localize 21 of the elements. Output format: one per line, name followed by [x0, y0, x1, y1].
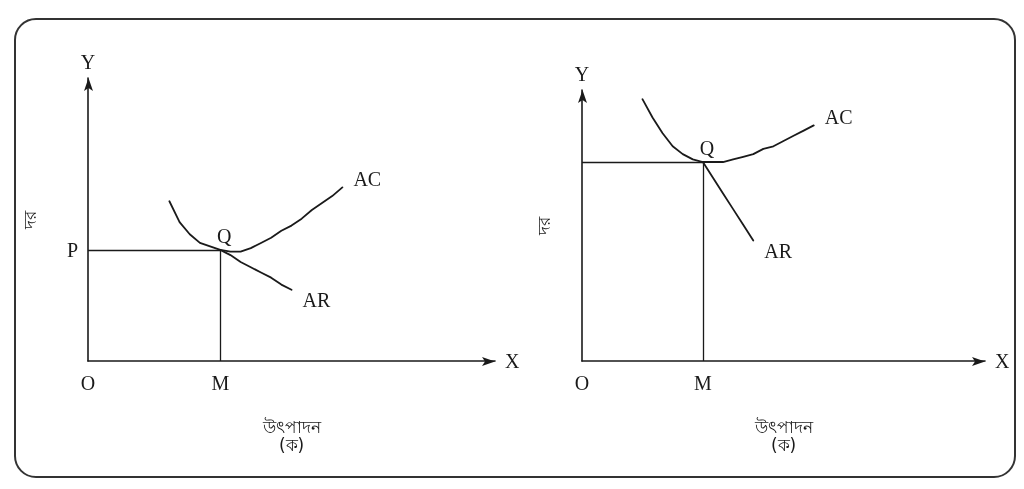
text: X: [995, 350, 1010, 372]
text: Y: [80, 51, 96, 73]
ref-line-label: P: [66, 238, 78, 261]
x-tick-label: M: [694, 372, 712, 394]
text: (ক): [278, 435, 305, 455]
x-tick-label: O: [574, 372, 590, 394]
series-label: AR: [302, 288, 331, 311]
series-label: AC: [353, 168, 382, 191]
text: (ক): [770, 435, 797, 455]
text: X: [505, 350, 520, 372]
annotation: Q: [699, 137, 715, 159]
annotation: Q: [217, 224, 233, 247]
y-axis-title: দর: [19, 209, 40, 230]
series-label: AR: [764, 239, 793, 262]
x-tick-label: M: [211, 372, 230, 394]
text: Y: [574, 63, 590, 85]
series-label: AC: [824, 106, 853, 129]
x-axis-title: উৎপাদন: [261, 416, 322, 437]
y-axis-title: দর: [533, 215, 554, 236]
x-axis-title: উৎপাদন: [753, 416, 814, 437]
x-tick-label: O: [80, 372, 96, 394]
